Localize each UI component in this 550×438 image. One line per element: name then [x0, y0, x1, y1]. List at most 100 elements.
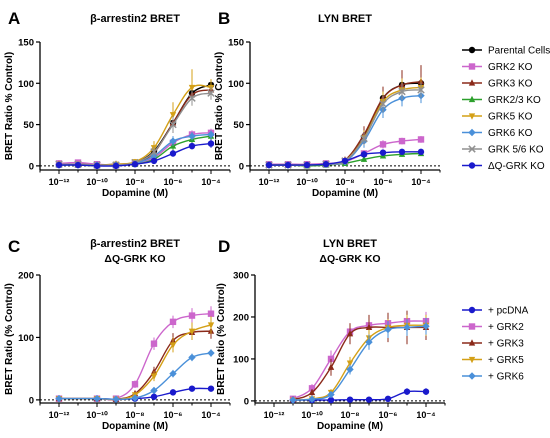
data-point [169, 369, 177, 378]
data-point [417, 148, 425, 156]
data-point [55, 161, 63, 169]
data-point [379, 100, 387, 108]
series-line [269, 82, 422, 166]
data-point [112, 395, 120, 403]
data-point [74, 161, 82, 169]
y-axis-label: BRET Ratio % Control) [214, 52, 225, 160]
x-tick-label: 10⁻¹² [49, 177, 70, 187]
y-tick-label: 0 [29, 395, 34, 406]
panel-subtitle: ΔQ-GRK KO [104, 253, 165, 265]
data-point [417, 136, 425, 143]
x-tick-label: 10⁻¹² [49, 410, 70, 420]
y-tick-label: 200 [233, 312, 249, 323]
data-point [360, 151, 368, 158]
y-tick-label: 50 [23, 120, 34, 131]
x-tick-label: 10⁻⁴ [411, 177, 430, 187]
legend-marker [468, 95, 476, 103]
series-4 [55, 69, 215, 169]
y-tick-label: 200 [18, 271, 34, 282]
data-point [188, 353, 196, 362]
x-tick-label: 10⁻⁸ [340, 410, 359, 420]
y-axis-label: BRET Ratio (% Control) [4, 283, 15, 395]
data-point [150, 148, 158, 156]
data-point [188, 312, 196, 319]
x-tick-label: 10⁻⁴ [201, 177, 220, 187]
data-point [150, 386, 158, 395]
data-point [207, 130, 215, 139]
data-point [169, 150, 177, 157]
y-tick-label: 0 [29, 161, 34, 172]
data-point [360, 155, 368, 162]
data-point [150, 393, 158, 400]
panel-title: LYN BRET [318, 13, 372, 25]
data-point [398, 137, 406, 145]
data-point [327, 390, 335, 399]
data-point [403, 388, 411, 395]
data-point [169, 137, 177, 145]
data-point [93, 394, 101, 403]
x-tick-label: 10⁻⁶ [164, 410, 183, 420]
legend-label: GRK2 KO [488, 62, 533, 73]
legend-label: GRK3 KO [488, 79, 533, 90]
legend-marker [468, 63, 476, 70]
data-point [360, 134, 368, 143]
data-point [398, 87, 406, 96]
legend-label: Parental Cells [488, 46, 550, 57]
data-point [207, 385, 215, 392]
data-point [150, 157, 158, 165]
data-point [169, 342, 177, 349]
data-point [188, 385, 196, 392]
legend-marker [468, 79, 476, 86]
data-point [112, 162, 120, 170]
legend-marker [468, 162, 476, 169]
data-point [403, 323, 411, 332]
data-point [341, 157, 349, 165]
legend-marker [468, 46, 476, 54]
legend-marker [468, 323, 476, 330]
legend-marker [468, 145, 476, 153]
data-point [207, 322, 215, 329]
data-point [379, 141, 387, 148]
data-point [169, 389, 177, 396]
series-7 [265, 148, 425, 169]
x-tick-label: 10⁻¹⁰ [86, 177, 108, 187]
data-point [55, 394, 63, 403]
series-4 [289, 317, 430, 404]
y-tick-label: 0 [239, 161, 244, 172]
data-point [379, 149, 387, 156]
data-point [207, 89, 215, 97]
panel-B: B LYN BRET 0 50 100 150 10⁻¹² 10⁻¹⁰ 10⁻⁸ 10⁻⁶ 10⁻⁴… [214, 9, 441, 199]
data-point [365, 338, 373, 346]
data-point [346, 396, 354, 403]
data-point [308, 388, 316, 396]
data-point [308, 395, 316, 403]
series-line [58, 324, 212, 401]
series-line [58, 84, 212, 166]
y-tick-label: 100 [233, 354, 249, 365]
y-tick-label: 100 [18, 79, 34, 90]
x-tick-label: 10⁻⁶ [379, 410, 398, 420]
data-point [207, 349, 215, 357]
y-tick-label: 100 [228, 79, 244, 90]
panel-letter: A [8, 9, 20, 28]
series-0 [55, 79, 215, 169]
legend-marker [468, 356, 476, 364]
legend-label: + GRK6 [488, 372, 524, 383]
data-point [384, 325, 392, 334]
panel-title: LYN BRET [323, 238, 377, 250]
x-axis-label: Dopamine (M) [102, 188, 168, 199]
data-point [322, 161, 330, 168]
x-tick-label: 10⁻⁴ [416, 410, 435, 420]
y-tick-label: 300 [233, 271, 249, 282]
data-point [169, 120, 177, 129]
y-tick-label: 150 [18, 38, 34, 49]
legend-label: GRK2/3 KO [488, 95, 541, 106]
legend-marker [468, 306, 476, 314]
data-point [346, 365, 354, 374]
panel-title: β-arrestin2 BRET [90, 13, 180, 25]
data-point [417, 86, 425, 94]
legend-marker [468, 339, 476, 346]
legend-2: + pcDNA + GRK2 + GRK3 + GRK5 + GRK6 [462, 306, 529, 383]
